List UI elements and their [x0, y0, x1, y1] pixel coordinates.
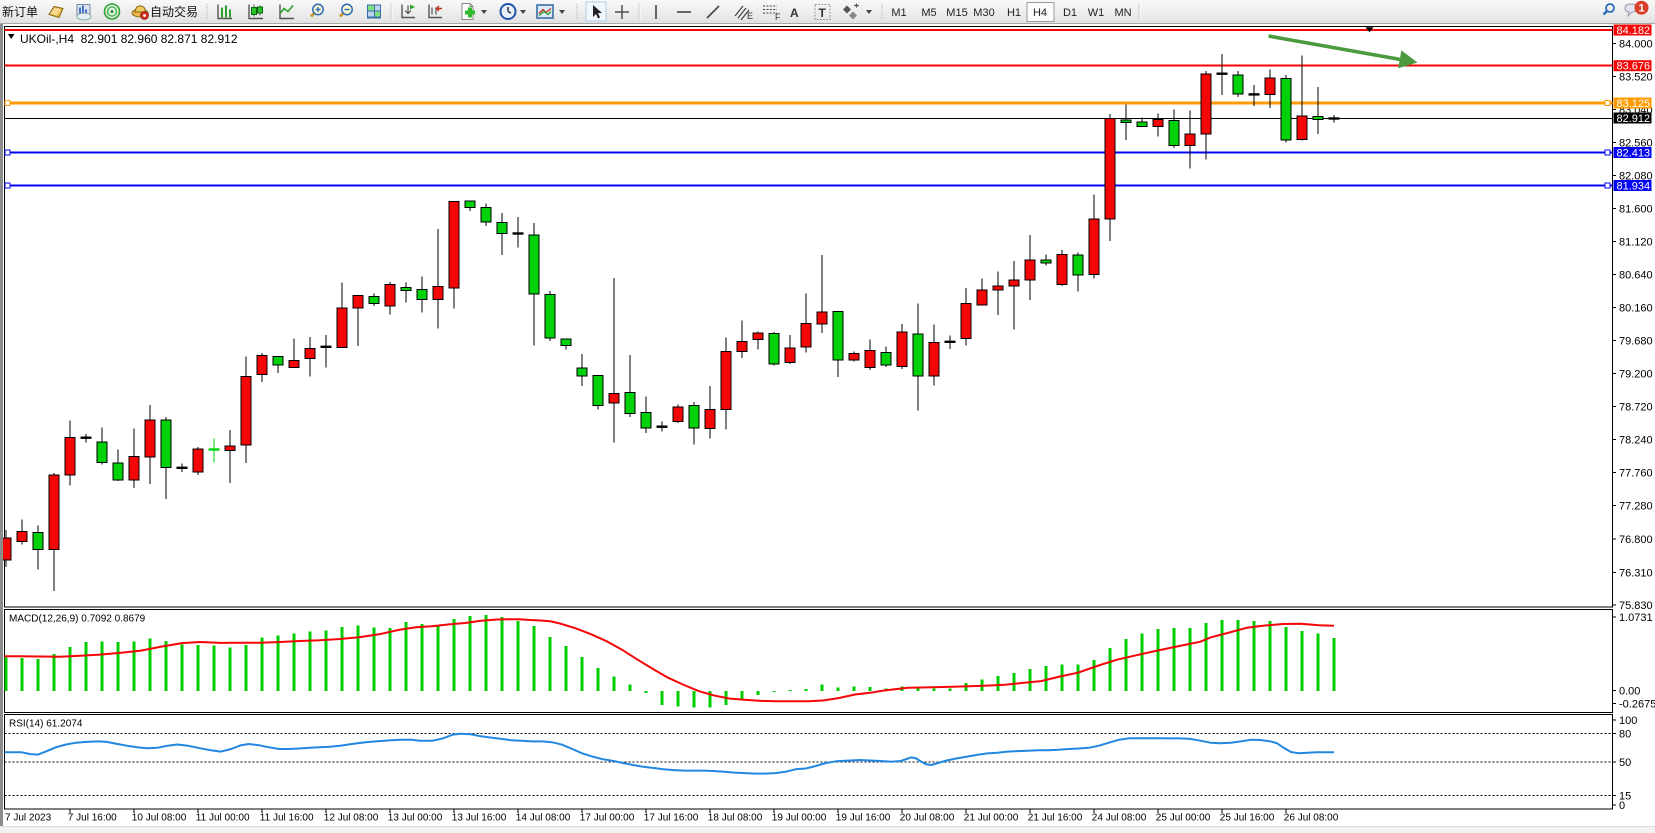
- svg-text:25 Jul 16:00: 25 Jul 16:00: [1220, 813, 1275, 824]
- svg-text:100: 100: [1619, 715, 1637, 727]
- svg-text:M30: M30: [973, 7, 994, 19]
- svg-text:75.830: 75.830: [1619, 600, 1653, 612]
- svg-text:M5: M5: [921, 7, 936, 19]
- svg-text:-0.2675: -0.2675: [1619, 699, 1655, 711]
- svg-text:11 Jul 16:00: 11 Jul 16:00: [260, 813, 314, 824]
- svg-text:UKOil-,H4 82.901 82.960 82.87: UKOil-,H4 82.901 82.960 82.871 82.912: [20, 32, 238, 46]
- svg-text:14 Jul 08:00: 14 Jul 08:00: [516, 813, 571, 824]
- svg-text:77.760: 77.760: [1619, 468, 1653, 480]
- svg-text:76.800: 76.800: [1619, 534, 1653, 546]
- svg-text:0: 0: [1619, 800, 1625, 812]
- svg-text:7 Jul 16:00: 7 Jul 16:00: [68, 813, 117, 824]
- svg-text:81.600: 81.600: [1619, 204, 1653, 216]
- svg-text:M1: M1: [891, 7, 906, 19]
- svg-text:11 Jul 00:00: 11 Jul 00:00: [196, 813, 250, 824]
- svg-text:25 Jul 00:00: 25 Jul 00:00: [1156, 813, 1211, 824]
- svg-text:RSI(14) 61.2074: RSI(14) 61.2074: [9, 719, 83, 730]
- svg-text:84.182: 84.182: [1617, 25, 1651, 37]
- svg-text:82.912: 82.912: [1617, 113, 1651, 125]
- svg-text:76.310: 76.310: [1619, 568, 1653, 580]
- svg-text:A: A: [790, 6, 799, 20]
- svg-text:50: 50: [1619, 757, 1631, 769]
- svg-text:MACD(12,26,9) 0.7092 0.8679: MACD(12,26,9) 0.7092 0.8679: [9, 614, 146, 625]
- svg-text:D1: D1: [1063, 7, 1077, 19]
- svg-text:19 Jul 16:00: 19 Jul 16:00: [836, 813, 891, 824]
- svg-text:17 Jul 00:00: 17 Jul 00:00: [580, 813, 635, 824]
- svg-text:78.240: 78.240: [1619, 435, 1653, 447]
- svg-text:18 Jul 08:00: 18 Jul 08:00: [708, 813, 763, 824]
- svg-text:79.200: 79.200: [1619, 369, 1653, 381]
- svg-text:T: T: [819, 6, 827, 20]
- svg-text:83.125: 83.125: [1617, 98, 1651, 110]
- svg-text:21 Jul 16:00: 21 Jul 16:00: [1028, 813, 1083, 824]
- svg-text:77.280: 77.280: [1619, 501, 1653, 513]
- svg-text:81.934: 81.934: [1617, 181, 1651, 193]
- svg-text:13 Jul 16:00: 13 Jul 16:00: [452, 813, 507, 824]
- svg-text:W1: W1: [1088, 7, 1105, 19]
- svg-text:26 Jul 08:00: 26 Jul 08:00: [1284, 813, 1339, 824]
- svg-text:1.0731: 1.0731: [1619, 612, 1653, 624]
- svg-text:MN: MN: [1114, 7, 1131, 19]
- svg-text:新订单: 新订单: [2, 4, 38, 19]
- svg-text:80.160: 80.160: [1619, 303, 1653, 315]
- svg-text:E: E: [747, 11, 753, 21]
- svg-text:83.520: 83.520: [1619, 71, 1653, 83]
- svg-text:F: F: [775, 12, 781, 22]
- svg-text:17 Jul 16:00: 17 Jul 16:00: [644, 813, 699, 824]
- svg-text:H4: H4: [1033, 7, 1047, 19]
- svg-text:13 Jul 00:00: 13 Jul 00:00: [388, 813, 443, 824]
- svg-text:80.640: 80.640: [1619, 270, 1653, 282]
- svg-text:M15: M15: [946, 7, 967, 19]
- svg-text:H1: H1: [1007, 7, 1021, 19]
- svg-text:10 Jul 08:00: 10 Jul 08:00: [132, 813, 187, 824]
- svg-text:1: 1: [1638, 3, 1644, 15]
- svg-text:自动交易: 自动交易: [150, 4, 198, 19]
- svg-text:21 Jul 00:00: 21 Jul 00:00: [964, 813, 1019, 824]
- svg-text:79.680: 79.680: [1619, 336, 1653, 348]
- svg-text:82.413: 82.413: [1617, 148, 1651, 160]
- svg-text:24 Jul 08:00: 24 Jul 08:00: [1092, 813, 1147, 824]
- svg-text:83.676: 83.676: [1617, 61, 1651, 73]
- svg-text:19 Jul 00:00: 19 Jul 00:00: [772, 813, 827, 824]
- svg-text:81.120: 81.120: [1619, 237, 1653, 249]
- svg-text:78.720: 78.720: [1619, 402, 1653, 414]
- svg-text:20 Jul 08:00: 20 Jul 08:00: [900, 813, 955, 824]
- svg-text:80: 80: [1619, 729, 1631, 741]
- svg-text:84.000: 84.000: [1619, 38, 1653, 50]
- svg-text:7 Jul 2023: 7 Jul 2023: [5, 813, 52, 824]
- svg-text:12 Jul 08:00: 12 Jul 08:00: [324, 813, 379, 824]
- svg-text:0.00: 0.00: [1619, 686, 1640, 698]
